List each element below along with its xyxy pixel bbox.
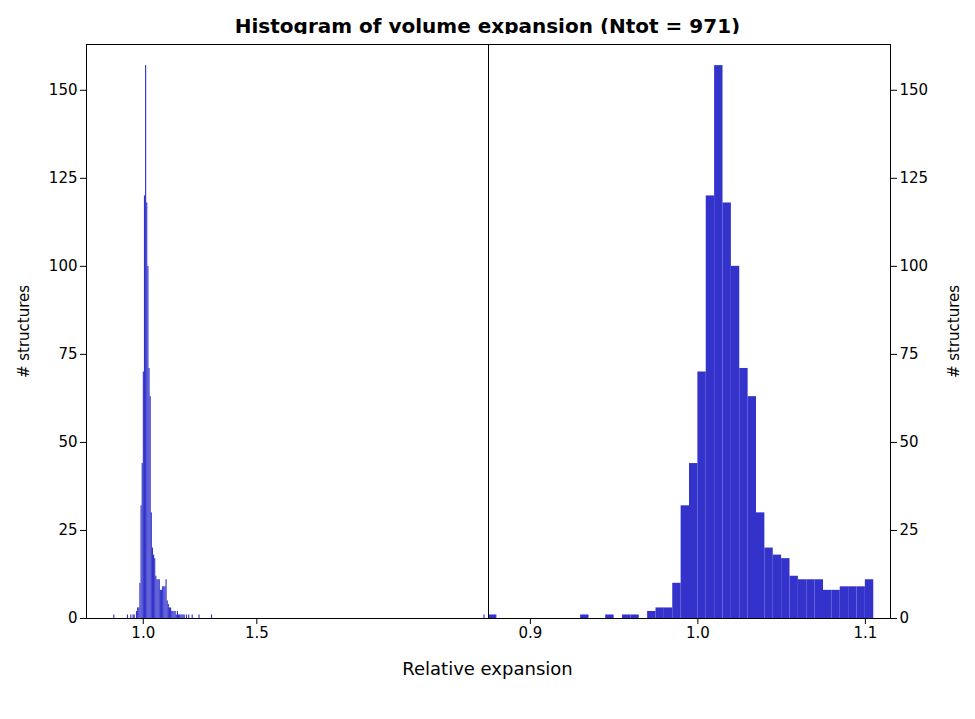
svg-text:1.0: 1.0 [685,624,709,642]
svg-text:0: 0 [67,609,77,627]
svg-text:1.1: 1.1 [853,624,877,642]
svg-text:25: 25 [58,521,77,539]
svg-text:0.9: 0.9 [518,624,542,642]
svg-text:1.5: 1.5 [244,624,268,642]
svg-text:100: 100 [48,257,77,275]
svg-text:125: 125 [48,169,77,187]
svg-text:50: 50 [899,433,918,451]
html-text:Relative expansion: Relative expansion [402,658,573,679]
svg-text:0: 0 [899,609,909,627]
svg-text:100: 100 [899,257,928,275]
svg-text:75: 75 [58,345,77,363]
svg-text:150: 150 [48,81,77,99]
svg-text:# structures: # structures [15,285,33,378]
html-text:Histogram of volume expansion: Histogram of volume expansion (Ntot = 97… [234,14,741,38]
svg-text:1.0: 1.0 [131,624,155,642]
svg-text:25: 25 [899,521,918,539]
svg-text:75: 75 [899,345,918,363]
svg-text:# structures: # structures [944,285,962,378]
svg-text:150: 150 [899,81,928,99]
svg-text:125: 125 [899,169,928,187]
svg-text:50: 50 [58,433,77,451]
